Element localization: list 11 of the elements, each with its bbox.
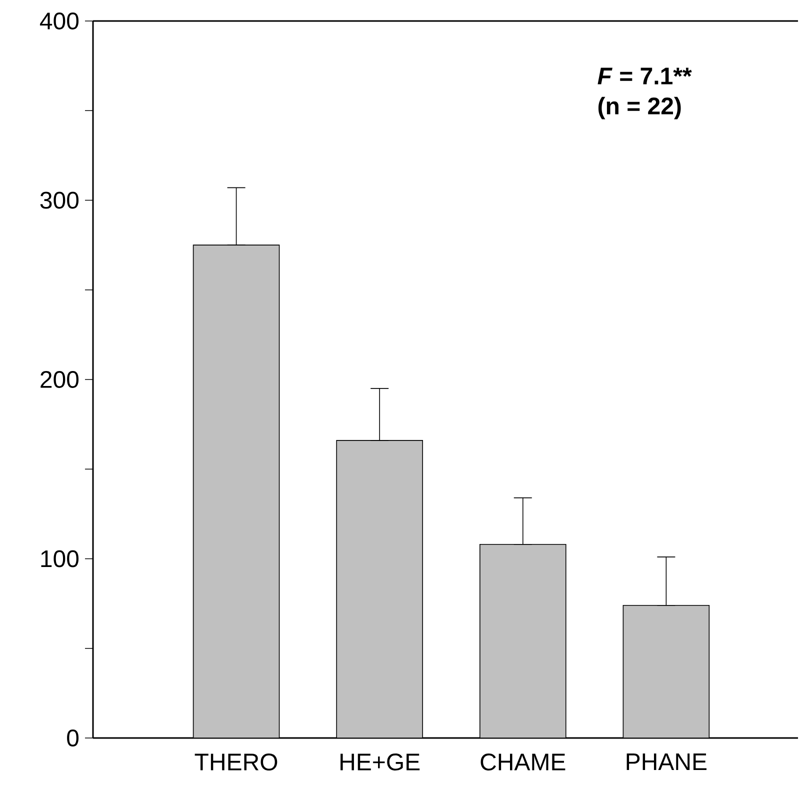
y-tick-label: 300 xyxy=(40,192,79,209)
annotation: F = 7.1** xyxy=(598,68,692,84)
annotation: (n = 22) xyxy=(598,96,681,120)
y-tick-label: 400 xyxy=(40,12,79,30)
y-tick-label: 100 xyxy=(41,550,79,568)
y-tick-label: 200 xyxy=(40,371,79,388)
x-tick-label: CHAME xyxy=(480,754,566,771)
y-tick-label: 0 xyxy=(67,730,79,746)
x-tick-label: THERO xyxy=(194,754,278,771)
x-tick-label: HE+GE xyxy=(340,754,420,771)
x-tick-label: PHANE xyxy=(626,754,706,770)
